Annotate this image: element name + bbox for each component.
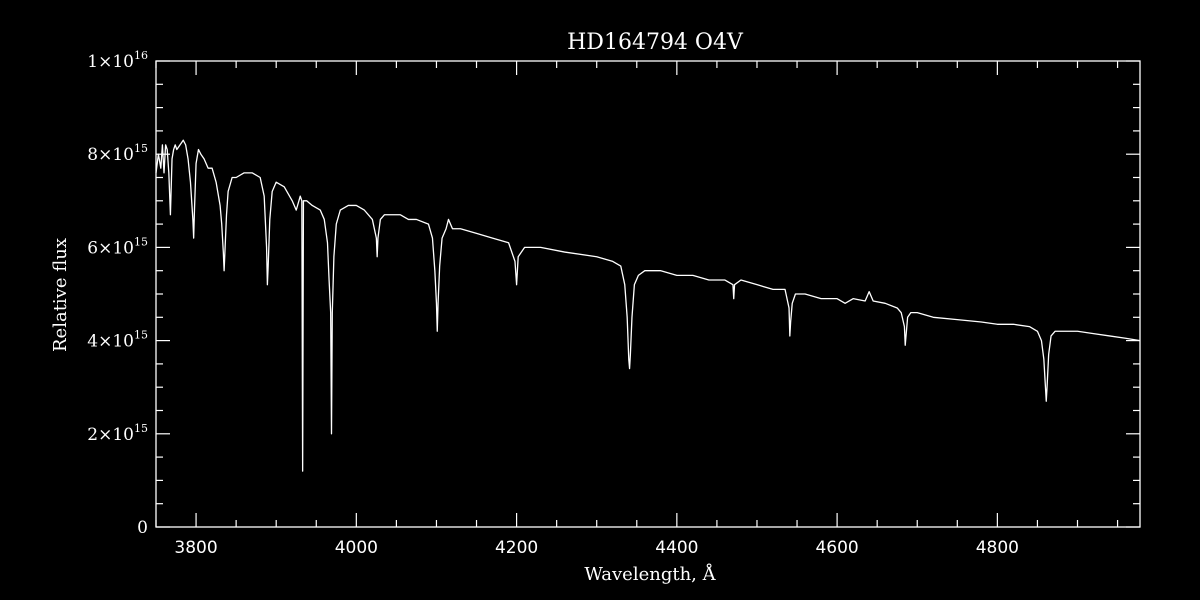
x-tick-label: 4400: [655, 538, 698, 558]
y-tick-exponent: 15: [134, 422, 148, 435]
x-tick-label: 4800: [976, 538, 1019, 558]
x-tick-label: 4200: [495, 538, 538, 558]
y-tick-label: 4×1015: [87, 329, 148, 352]
y-axis-label: Relative flux: [50, 238, 71, 352]
y-tick-exponent: 16: [134, 49, 148, 62]
spectrum-line: [155, 139, 1141, 472]
y-tick-label: 1×1016: [87, 49, 148, 72]
y-tick-mantissa: 6×10: [87, 238, 134, 258]
x-tick-label: 4600: [815, 538, 858, 558]
y-tick-exponent: 15: [134, 235, 148, 248]
y-tick-label: 0: [137, 518, 148, 538]
y-tick-label: 6×1015: [87, 235, 148, 258]
x-tick-label: 3800: [174, 538, 217, 558]
y-tick-exponent: 15: [134, 142, 148, 155]
y-tick-label: 8×1015: [87, 142, 148, 165]
x-axis-label: Wavelength, Å: [584, 563, 716, 585]
x-tick-label: 4000: [335, 538, 378, 558]
plot-frame: [155, 60, 1141, 528]
y-tick-mantissa: 2×10: [87, 425, 134, 445]
chart-title: HD164794 O4V: [567, 30, 744, 55]
y-tick-mantissa: 0: [137, 518, 148, 538]
y-tick-mantissa: 8×10: [87, 145, 134, 165]
y-tick-mantissa: 4×10: [87, 332, 134, 352]
y-tick-exponent: 15: [134, 329, 148, 342]
x-axis-ticks: 3800 4000 4200 4400 4600 4800: [155, 61, 1119, 558]
y-tick-mantissa: 1×10: [87, 52, 134, 72]
y-tick-label: 2×1015: [87, 422, 148, 445]
